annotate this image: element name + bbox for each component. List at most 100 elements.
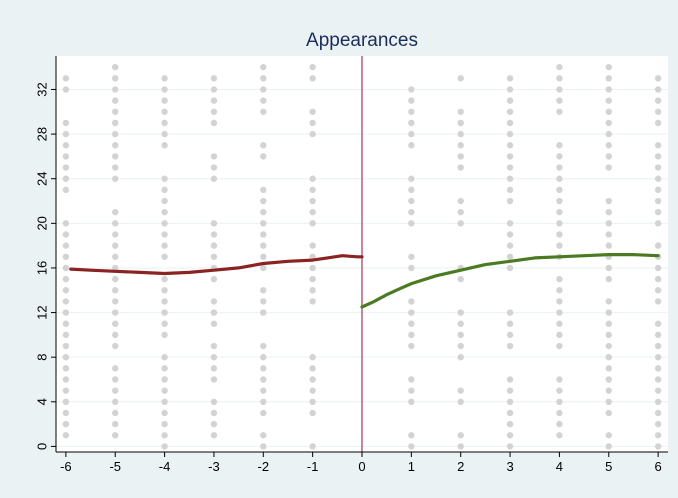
- chart-title: Appearances: [306, 30, 418, 51]
- scatter-point: [260, 220, 267, 227]
- scatter-point: [161, 309, 168, 316]
- scatter-point: [112, 253, 119, 260]
- scatter-point: [161, 86, 168, 93]
- scatter-point: [654, 75, 662, 82]
- scatter-point: [506, 108, 514, 115]
- scatter-point: [161, 97, 168, 104]
- scatter-point: [457, 353, 464, 361]
- scatter-point: [62, 220, 70, 227]
- scatter-point: [161, 119, 168, 127]
- scatter-point: [408, 175, 415, 182]
- scatter-point: [654, 142, 662, 149]
- scatter-point: [161, 220, 168, 227]
- scatter-point: [62, 142, 70, 149]
- scatter-point: [210, 253, 218, 260]
- scatter-point: [654, 153, 662, 160]
- scatter-point: [62, 242, 70, 249]
- scatter-point: [605, 331, 612, 339]
- x-tick-label: -2: [258, 459, 270, 474]
- scatter-point: [506, 320, 514, 327]
- scatter-point: [161, 398, 168, 406]
- scatter-point: [408, 186, 415, 194]
- scatter-point: [62, 153, 70, 160]
- scatter-point: [605, 130, 612, 138]
- scatter-point: [62, 130, 70, 138]
- scatter-point: [654, 197, 662, 205]
- scatter-point: [408, 387, 415, 394]
- scatter-point: [210, 309, 218, 316]
- scatter-point: [506, 220, 514, 227]
- scatter-point: [260, 153, 267, 160]
- scatter-point: [556, 175, 563, 182]
- scatter-point: [506, 242, 514, 249]
- scatter-point: [654, 298, 662, 305]
- scatter-point: [457, 208, 464, 216]
- y-tick-label: 0: [34, 443, 49, 450]
- x-tick-label: 3: [506, 459, 513, 474]
- scatter-point: [408, 119, 415, 127]
- scatter-point: [654, 86, 662, 93]
- scatter-point: [161, 142, 168, 149]
- scatter-point: [408, 264, 415, 272]
- scatter-point: [556, 153, 563, 160]
- scatter-point: [260, 253, 267, 260]
- scatter-point: [260, 387, 267, 394]
- scatter-point: [112, 97, 119, 104]
- scatter-point: [457, 75, 464, 82]
- scatter-point: [161, 353, 168, 361]
- scatter-point: [161, 275, 168, 283]
- scatter-point: [210, 376, 218, 383]
- scatter-point: [408, 320, 415, 327]
- scatter-point: [605, 142, 612, 149]
- scatter-point: [408, 86, 415, 93]
- scatter-point: [309, 130, 316, 138]
- scatter-point: [309, 287, 316, 294]
- scatter-point: [210, 153, 218, 160]
- scatter-point: [605, 365, 612, 372]
- scatter-point: [506, 75, 514, 82]
- scatter-point: [556, 287, 563, 294]
- fit-line-left: [69, 254, 364, 276]
- x-tick-label: 6: [655, 459, 662, 474]
- scatter-point: [62, 231, 70, 238]
- scatter-point: [62, 398, 70, 406]
- scatter-point: [112, 264, 119, 272]
- scatter-point: [506, 97, 514, 104]
- scatter-point: [457, 153, 464, 160]
- scatter-point: [556, 197, 563, 205]
- scatter-point: [260, 86, 267, 93]
- scatter-point: [654, 432, 662, 439]
- scatter-point: [654, 409, 662, 417]
- scatter-point: [112, 298, 119, 305]
- scatter-point: [457, 398, 464, 406]
- scatter-point: [654, 220, 662, 227]
- scatter-point: [457, 142, 464, 149]
- y-tick-label: 24: [34, 171, 49, 185]
- scatter-point: [161, 387, 168, 394]
- scatter-point: [654, 342, 662, 350]
- scatter-point: [408, 253, 415, 260]
- scatter-point: [62, 253, 70, 260]
- scatter-point: [309, 220, 316, 227]
- scatter-point: [556, 387, 563, 394]
- scatter-point: [556, 75, 563, 82]
- scatter-point: [605, 309, 612, 316]
- scatter-point: [210, 164, 218, 171]
- scatter-point: [506, 432, 514, 439]
- scatter-point: [506, 130, 514, 138]
- scatter-point: [506, 231, 514, 238]
- scatter-point: [112, 231, 119, 238]
- scatter-point: [309, 398, 316, 406]
- scatter-point: [457, 443, 464, 450]
- scatter-point: [556, 420, 563, 428]
- scatter-point: [605, 409, 612, 417]
- scatter-point: [210, 231, 218, 238]
- scatter-point: [309, 186, 316, 194]
- scatter-point: [112, 387, 119, 394]
- y-tick-label: 32: [34, 82, 49, 96]
- scatter-point: [556, 309, 563, 316]
- scatter-point: [506, 197, 514, 205]
- scatter-point: [654, 186, 662, 194]
